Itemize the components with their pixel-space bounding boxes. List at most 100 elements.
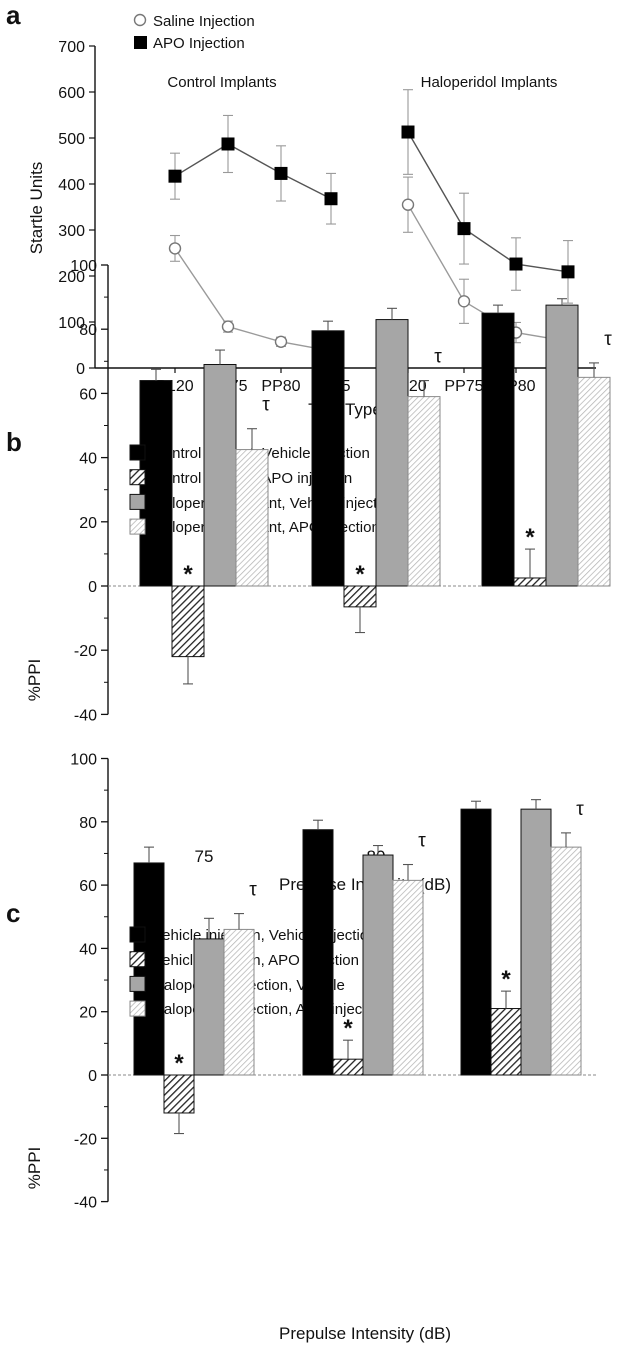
series-line-saline <box>174 248 332 352</box>
data-point-apo <box>509 257 523 271</box>
y-tick-label-a: 600 <box>58 85 85 102</box>
y-tick-label-panel-c: 20 <box>79 1005 97 1022</box>
x-tick-label-a: PP80 <box>261 378 300 395</box>
y-tick-label-a: 700 <box>58 39 85 56</box>
data-point-apo <box>221 137 235 151</box>
bar-panel-c <box>133 862 165 1076</box>
significance-star-panel-b: * <box>525 524 535 551</box>
significance-star-panel-b: * <box>355 561 365 588</box>
bar-panel-b <box>235 449 269 587</box>
tau-annotation-panel-c: τ <box>576 799 584 820</box>
panel-a-line-chart: Saline Injection APO Injection Control I… <box>27 13 596 419</box>
significance-star-panel-b: * <box>183 561 193 588</box>
bar-panel-c <box>163 1074 195 1114</box>
y-tick-label-panel-c: -20 <box>74 1131 97 1148</box>
y-axis-label-c: %PPI <box>25 1147 44 1190</box>
y-tick-label-panel-c: 40 <box>79 941 97 958</box>
significance-star-panel-c: * <box>174 1050 184 1077</box>
legend-panel-b-swatch <box>129 493 146 510</box>
y-tick-label-panel-c: -40 <box>74 1195 97 1212</box>
data-point-saline <box>221 320 235 333</box>
bar-panel-b <box>343 585 377 608</box>
data-point-apo <box>401 125 415 139</box>
y-tick-label-a: 200 <box>58 269 85 286</box>
data-point-saline <box>168 242 182 255</box>
y-tick-label-panel-b: 60 <box>79 386 97 403</box>
bar-panel-b <box>375 319 409 587</box>
bar-panel-c <box>392 879 424 1076</box>
tau-annotation-panel-b: τ <box>604 329 612 350</box>
bar-panel-c <box>362 854 394 1076</box>
y-tick-label-panel-b: -40 <box>74 707 97 724</box>
data-point-saline <box>457 295 471 308</box>
x-tick-label-a: PP75 <box>444 378 483 395</box>
legend-panel-c-swatch <box>129 975 146 992</box>
bar-panel-b <box>171 585 205 658</box>
bar-panel-c <box>332 1058 364 1076</box>
bar-panel-b <box>407 396 441 587</box>
bar-panel-b <box>577 376 611 587</box>
significance-star-panel-c: * <box>501 966 511 993</box>
legend-panel-b-swatch <box>129 469 146 486</box>
data-point-apo <box>324 192 338 206</box>
tau-annotation-panel-b: τ <box>262 395 270 416</box>
data-point-apo <box>561 265 575 279</box>
panel-letter-b: b <box>6 427 22 457</box>
y-tick-label-panel-c: 100 <box>70 752 97 769</box>
legend-panel-c-swatch <box>129 951 146 968</box>
y-tick-label-a: 400 <box>58 177 85 194</box>
y-tick-label-panel-b: 40 <box>79 451 97 468</box>
legend-a-0-marker <box>133 13 147 27</box>
legend-c-0-label: Vehicle injection, Vehicle injection <box>153 927 376 944</box>
data-point-apo <box>457 222 471 236</box>
series-line-apo <box>407 131 569 273</box>
y-tick-label-panel-c: 60 <box>79 878 97 895</box>
y-tick-label-a: 500 <box>58 131 85 148</box>
legend-panel-b-swatch <box>129 518 146 535</box>
group-label-control: Control Implants <box>167 74 276 91</box>
x-axis-label-c: Prepulse Intensity (dB) <box>279 1324 451 1343</box>
bar-panel-c <box>302 829 334 1076</box>
y-tick-label-panel-c: 0 <box>88 1068 97 1085</box>
bar-panel-c <box>550 846 582 1076</box>
tau-annotation-panel-c: τ <box>249 880 257 901</box>
y-tick-label-panel-b: 100 <box>70 258 97 275</box>
bar-panel-b <box>311 330 345 587</box>
y-tick-label-panel-b: 0 <box>88 579 97 596</box>
bar-panel-b <box>203 364 237 587</box>
bar-panel-c <box>520 808 552 1076</box>
bar-panel-b <box>481 312 515 587</box>
panel-b-bar-chart: Control implant, Vehicle injection Contr… <box>25 258 612 894</box>
y-tick-label-panel-b: 20 <box>79 515 97 532</box>
bar-panel-c <box>193 938 225 1076</box>
legend-a-0-label: Saline Injection <box>153 13 255 30</box>
legend-panel-b-swatch <box>129 444 146 461</box>
y-axis-label-a: Startle Units <box>27 162 46 255</box>
y-tick-label-panel-b: -20 <box>74 643 97 660</box>
data-point-saline <box>274 335 288 348</box>
panel-letter-a: a <box>6 0 21 30</box>
bar-panel-b <box>545 304 579 587</box>
group-label-haloperidol: Haloperidol Implants <box>421 74 558 91</box>
tau-annotation-panel-b: τ <box>434 347 442 368</box>
panel-letter-c: c <box>6 898 20 928</box>
legend-panel-c-swatch <box>129 1000 146 1017</box>
panel-c-bar-chart: Vehicle injection, Vehicle injection Veh… <box>25 752 596 1343</box>
legend-panel-c-swatch <box>129 926 146 943</box>
x-tick-label-panel-b: 75 <box>195 847 214 866</box>
bar-panel-b <box>513 577 547 587</box>
y-axis-label-b: %PPI <box>25 659 44 702</box>
bar-panel-c <box>223 928 255 1076</box>
data-point-apo <box>168 169 182 183</box>
bar-panel-c <box>460 808 492 1076</box>
legend-a-1-marker <box>134 36 147 49</box>
y-tick-label-a: 0 <box>76 361 85 378</box>
y-tick-label-a: 100 <box>58 315 85 332</box>
data-point-apo <box>274 166 288 180</box>
data-point-saline <box>401 198 415 211</box>
y-tick-label-panel-c: 80 <box>79 815 97 832</box>
legend-a-1-label: APO Injection <box>153 35 245 52</box>
y-tick-label-a: 300 <box>58 223 85 240</box>
bar-panel-c <box>490 1008 522 1076</box>
